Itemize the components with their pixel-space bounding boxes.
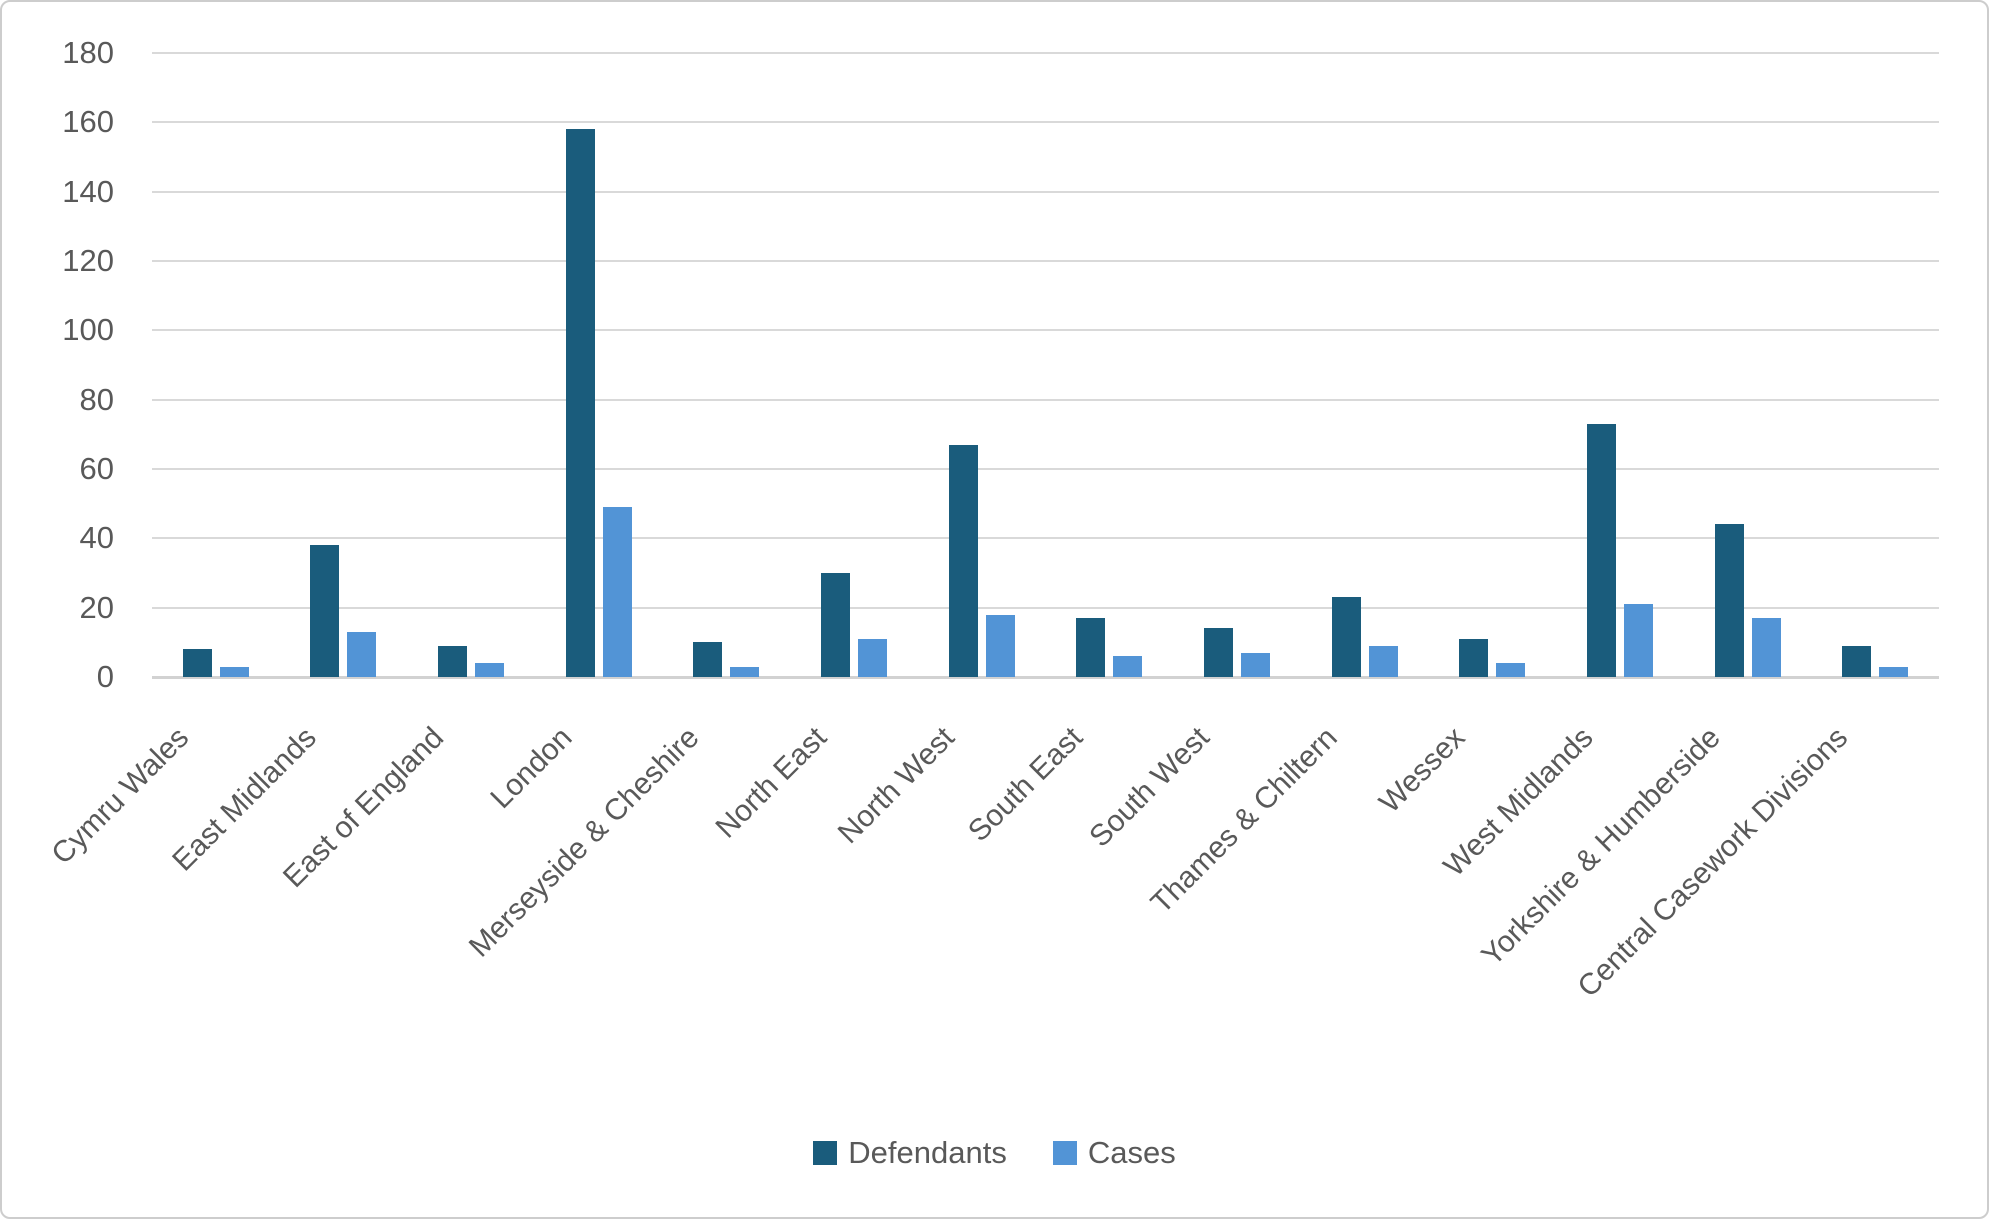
bar-defendants-east-midlands xyxy=(310,545,340,677)
bar-defendants-east-of-england xyxy=(438,645,468,677)
cases-legend-label: Cases xyxy=(1087,1135,1176,1170)
cases-swatch xyxy=(1052,1141,1077,1165)
bar-cases-east-midlands xyxy=(347,631,377,677)
gridline-0 xyxy=(152,676,1939,679)
x-tick-label-6: North East xyxy=(709,721,834,845)
x-tick-label-13: Yorkshire & Humberside xyxy=(1475,721,1727,973)
y-tick-label-0: 0 xyxy=(96,659,114,694)
x-tick-label-4: London xyxy=(483,721,579,816)
y-tick-label-160: 160 xyxy=(62,104,114,140)
bar-defendants-london xyxy=(565,129,595,677)
legend: Defendants Cases xyxy=(2,1135,1987,1171)
x-tick-label-8: South East xyxy=(961,721,1089,849)
bar-cases-merseyside-cheshire xyxy=(730,666,760,677)
bar-cases-north-east xyxy=(858,638,888,677)
y-tick-label-80: 80 xyxy=(79,381,114,417)
x-tick-label-9: South West xyxy=(1083,721,1217,854)
y-tick-label-60: 60 xyxy=(79,451,114,486)
bar-defendants-merseyside-cheshire xyxy=(693,642,723,677)
y-tick-label-20: 20 xyxy=(79,589,114,625)
defendants-swatch xyxy=(813,1141,838,1165)
gridline-160 xyxy=(152,121,1939,124)
bar-defendants-south-west xyxy=(1203,628,1233,677)
bar-cases-north-west xyxy=(985,614,1015,677)
bar-defendants-central-casework-divisions xyxy=(1842,645,1872,677)
y-tick-label-120: 120 xyxy=(62,243,114,278)
bar-defendants-north-east xyxy=(821,573,851,677)
gridline-140 xyxy=(152,190,1939,193)
gridline-40 xyxy=(152,537,1939,540)
defendants-legend-label: Defendants xyxy=(848,1135,1007,1170)
bar-cases-central-casework-divisions xyxy=(1879,666,1909,677)
bar-cases-london xyxy=(602,507,632,677)
y-tick-label-40: 40 xyxy=(79,520,114,556)
x-tick-label-11: Wessex xyxy=(1373,721,1472,820)
y-tick-label-140: 140 xyxy=(62,173,114,209)
x-tick-label-7: North West xyxy=(831,721,962,851)
gridline-20 xyxy=(152,606,1939,609)
bar-cases-east-of-england xyxy=(475,663,505,677)
bar-cases-cymru-wales xyxy=(219,666,249,677)
gridline-60 xyxy=(152,468,1939,470)
plot-area xyxy=(152,52,1939,679)
gridline-180 xyxy=(152,52,1939,54)
bar-defendants-yorkshire-humberside xyxy=(1714,524,1744,677)
x-tick-label-5: Merseyside & Cheshire xyxy=(463,721,706,964)
bar-defendants-cymru-wales xyxy=(182,649,212,677)
bar-cases-yorkshire-humberside xyxy=(1751,618,1781,677)
bar-defendants-south-east xyxy=(1076,618,1106,677)
bar-cases-south-west xyxy=(1240,652,1270,677)
gridline-80 xyxy=(152,398,1939,401)
legend-item-cases: Cases xyxy=(1052,1135,1176,1171)
bar-cases-wessex xyxy=(1496,663,1526,677)
gridline-120 xyxy=(152,260,1939,262)
gridline-100 xyxy=(152,329,1939,332)
y-tick-label-180: 180 xyxy=(62,35,114,70)
bar-defendants-wessex xyxy=(1459,638,1489,677)
bar-cases-thames-chiltern xyxy=(1368,645,1398,677)
y-tick-label-100: 100 xyxy=(62,312,114,348)
bar-cases-west-midlands xyxy=(1623,604,1653,677)
x-tick-label-14: Central Casework Divisions xyxy=(1571,721,1855,1004)
legend-item-defendants: Defendants xyxy=(813,1135,1007,1171)
bar-defendants-north-west xyxy=(948,444,978,677)
bar-defendants-west-midlands xyxy=(1586,423,1616,677)
bar-defendants-thames-chiltern xyxy=(1331,597,1361,677)
bar-cases-south-east xyxy=(1113,656,1143,677)
